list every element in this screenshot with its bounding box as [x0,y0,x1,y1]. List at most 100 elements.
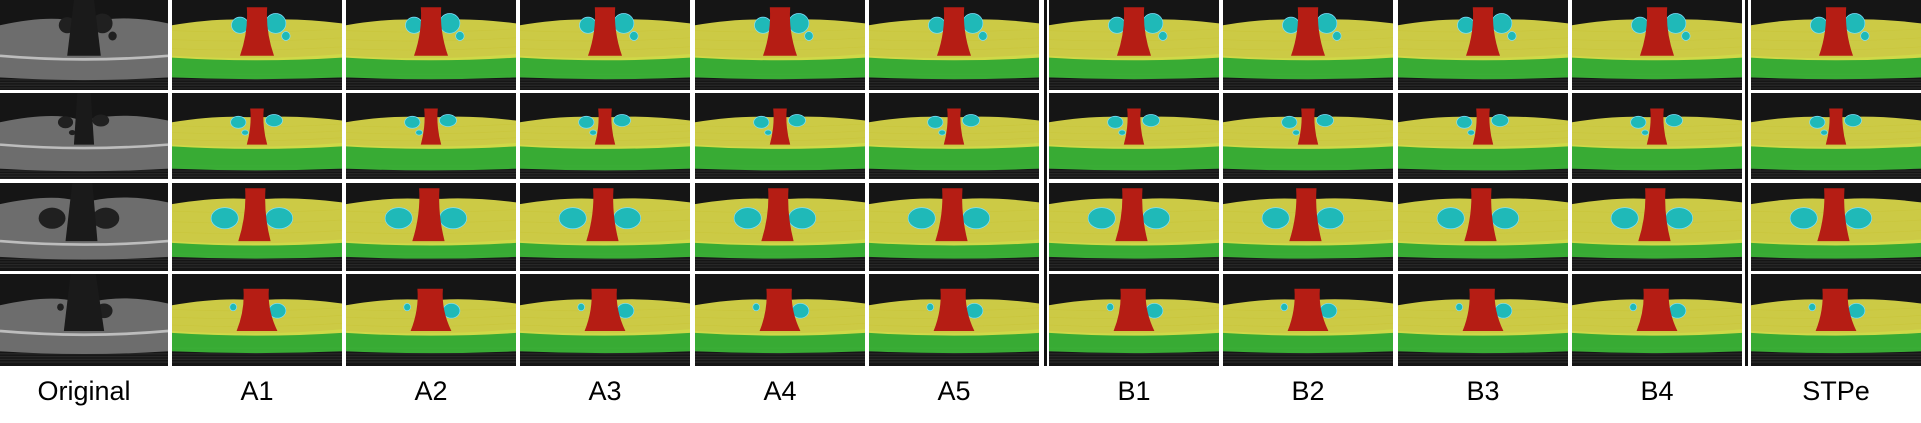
fluid-region [926,303,934,312]
segmentation-cell [695,0,865,90]
column-label: B2 [1291,376,1325,406]
fluid-region [613,13,635,34]
oct-scan-image [346,0,516,90]
fluid-region [1630,115,1647,129]
oct-scan-image [520,183,690,271]
macular-hole-region [1464,188,1497,242]
rpe-band [0,329,168,337]
fluid-region [788,114,806,127]
choroid-layer [1751,54,1921,80]
macular-hole-region [1117,7,1151,56]
fluid-region [1280,303,1288,312]
fluid-region [1316,114,1334,127]
choroid-layer [1572,142,1742,171]
choroid-layer [1751,329,1921,354]
macular-hole-region [594,108,616,145]
choroid-layer [869,142,1039,171]
segmentation-cell [1572,93,1742,179]
fluid-region [1789,207,1818,230]
fluid-region [405,16,423,34]
fluid-region [439,114,457,127]
oct-scan-image [172,183,342,271]
fluid-region [1820,129,1828,136]
segmentation-cell [1572,183,1742,271]
segmentation-cell [869,0,1039,90]
macular-hole-region [1638,188,1671,242]
oct-scan-image [1049,274,1219,366]
fluid-region [1629,303,1637,312]
oct-scan-image [0,0,168,90]
segmentation-cell [1751,274,1921,366]
macular-hole-region [1817,188,1850,242]
cyst-region [92,114,110,127]
fluid-region [613,114,631,127]
fluid-region [1491,13,1513,34]
choroid-layer [1398,329,1568,354]
fluid-region [577,303,585,312]
oct-scan-image [1398,93,1568,179]
segmentation-cell [1398,0,1568,90]
fluid-region [754,16,772,34]
segmentation-cell [346,0,516,90]
oct-scan-image [1223,0,1393,90]
fluid-region [907,207,936,230]
fluid-region [439,207,468,230]
fluid-region [1491,207,1520,230]
fluid-region [1456,115,1473,129]
fluid-region [962,13,984,34]
original-oct-cell [0,0,168,90]
oct-scan-image [1751,0,1921,90]
fluid-region [1261,207,1290,230]
fluid-region [384,207,413,230]
oct-scan-image [1223,93,1393,179]
macular-hole-region [414,7,448,56]
segmentation-cell [869,183,1039,271]
original-oct-cell [0,93,168,179]
segmentation-cell [869,93,1039,179]
fluid-region [733,207,762,230]
cyst-region [108,31,117,41]
column-label: Original [37,376,131,406]
fluid-region [1108,16,1126,34]
fluid-region [1457,16,1475,34]
fluid-region [1281,115,1298,129]
cyst-region [68,129,76,136]
segmentation-cell [1398,93,1568,179]
fluid-region [1641,129,1649,136]
oct-scan-image [172,274,342,366]
column-label: A3 [588,376,622,406]
macular-hole-region [246,108,268,145]
choroid-layer [1049,142,1219,171]
segmentation-cell [346,93,516,179]
choroid-layer [520,329,690,354]
oct-scan-image [1751,274,1921,366]
segmentation-cell [172,93,342,179]
fluid-region [962,114,980,127]
fluid-region [1436,207,1465,230]
fluid-region [210,207,239,230]
fluid-region [265,13,287,34]
choroid-layer [1751,142,1921,171]
macular-hole-region [1289,188,1322,242]
choroid-layer [346,142,516,171]
fluid-region [589,129,597,136]
macular-hole-region [1113,288,1155,332]
oct-scan-image [1572,0,1742,90]
rpe-band [0,54,168,61]
choroid-layer [346,54,516,80]
macular-hole-region [410,288,452,332]
macular-hole-region [412,188,445,242]
choroid-layer [869,54,1039,80]
segmentation-cell [172,274,342,366]
macular-hole-region [1825,108,1847,145]
segmentation-cell [1751,93,1921,179]
macular-hole-region [937,7,971,56]
segmentation-cell [1223,93,1393,179]
choroid-layer [1398,54,1568,80]
choroid-layer [1223,329,1393,354]
macular-hole [63,274,105,332]
fluid-region [1107,115,1124,129]
segmentation-cell [695,93,865,179]
fluid-region [1087,207,1116,230]
original-oct-cell [0,183,168,271]
